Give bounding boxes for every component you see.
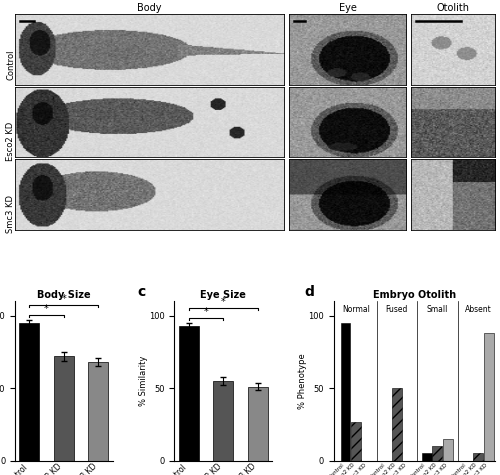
Bar [214,381,233,461]
Text: *: * [204,307,208,317]
Bar [432,446,442,461]
Bar [443,439,453,461]
Title: Body Size: Body Size [37,290,90,300]
Text: c: c [138,285,145,299]
Text: *: * [44,304,49,314]
Text: Fused: Fused [386,305,408,314]
Y-axis label: % Phenotype: % Phenotype [298,353,307,409]
Text: Normal: Normal [342,305,370,314]
Text: Absent: Absent [464,305,491,314]
Title: Embryo Otolith: Embryo Otolith [373,290,456,300]
Bar [473,454,483,461]
Bar [88,362,108,461]
Bar [248,387,268,461]
Bar [352,421,361,461]
Text: d: d [305,285,314,299]
Bar [484,333,494,461]
Title: Eye: Eye [338,3,356,13]
Text: *: * [221,297,226,307]
Bar [179,326,199,461]
Title: Body: Body [138,3,162,13]
Title: Otolith: Otolith [436,3,470,13]
Y-axis label: Control: Control [6,49,16,80]
Y-axis label: Smc3 KD: Smc3 KD [6,195,16,233]
Title: Eye Size: Eye Size [200,290,246,300]
Bar [20,323,40,461]
Bar [54,356,74,461]
Bar [340,323,350,461]
Y-axis label: % Similarity: % Similarity [138,356,147,406]
Text: Small: Small [426,305,448,314]
Bar [422,454,432,461]
Bar [392,388,402,461]
Y-axis label: Esco2 KD: Esco2 KD [6,122,16,162]
Text: *: * [62,294,66,304]
